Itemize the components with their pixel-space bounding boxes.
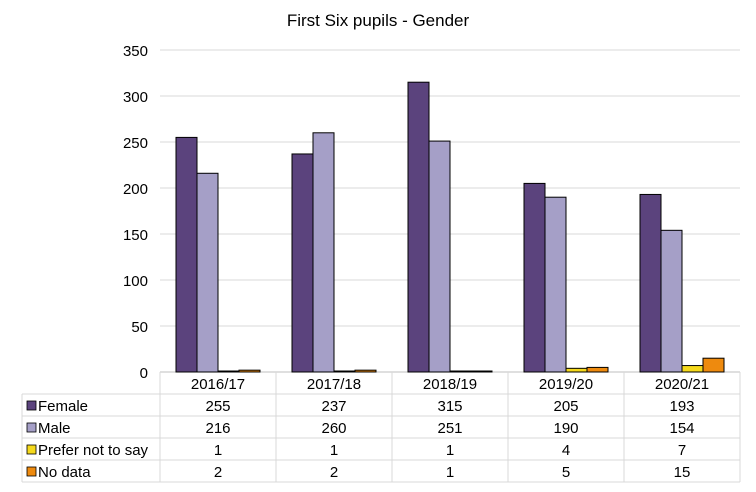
- y-axis: 0 50 100 150 200 250 300 350: [123, 43, 148, 382]
- bar-no-data: [238, 369, 261, 373]
- data-table-value: 1: [214, 442, 222, 459]
- data-table: 2016/17 2017/18 2018/19 2019/20 2020/21 Femal…: [21, 372, 741, 483]
- data-table-value: 7: [678, 442, 686, 459]
- x-tick-label: 2019/20: [539, 376, 593, 393]
- legend-label: Female: [38, 398, 88, 415]
- y-tick-label: 0: [140, 365, 148, 382]
- data-table-value: 251: [437, 420, 462, 437]
- data-table-value: 1: [446, 464, 454, 481]
- data-table-value: 216: [205, 420, 230, 437]
- legend-label: Prefer not to say: [38, 442, 149, 459]
- bar-female: [175, 136, 198, 373]
- y-tick-label: 50: [131, 319, 148, 336]
- data-table-value: 15: [674, 464, 691, 481]
- bars: [175, 81, 725, 373]
- bar-no-data: [586, 366, 609, 373]
- data-table-value: 190: [553, 420, 578, 437]
- legend-swatch: [26, 400, 37, 411]
- bar-prefer-not-to-say: [333, 370, 356, 373]
- data-table-value: 5: [562, 464, 570, 481]
- data-table-value: 1: [330, 442, 338, 459]
- bar-female: [407, 81, 430, 373]
- legend-label: Male: [38, 420, 71, 437]
- bar-female: [639, 193, 662, 373]
- legend-label: No data: [38, 464, 91, 481]
- y-tick-label: 200: [123, 181, 148, 198]
- bar-male: [196, 172, 219, 373]
- data-table-value: 315: [437, 398, 462, 415]
- y-tick-label: 150: [123, 227, 148, 244]
- bar-male: [544, 196, 567, 373]
- data-table-value: 4: [562, 442, 570, 459]
- legend-swatch: [26, 422, 37, 433]
- y-tick-label: 300: [123, 89, 148, 106]
- chart-title: First Six pupils - Gender: [287, 11, 470, 30]
- data-table-value: 237: [321, 398, 346, 415]
- data-table-value: 2: [214, 464, 222, 481]
- bar-female: [291, 153, 314, 373]
- y-tick-label: 350: [123, 43, 148, 60]
- bar-female: [523, 182, 546, 373]
- bar-prefer-not-to-say: [449, 370, 472, 373]
- y-tick-label: 100: [123, 273, 148, 290]
- data-table-value: 1: [446, 442, 454, 459]
- x-tick-label: 2018/19: [423, 376, 477, 393]
- bar-male: [428, 140, 451, 373]
- data-table-value: 205: [553, 398, 578, 415]
- data-table-value: 255: [205, 398, 230, 415]
- bar-no-data: [354, 369, 377, 373]
- data-table-value: 2: [330, 464, 338, 481]
- legend-swatch: [26, 466, 37, 477]
- y-tick-label: 250: [123, 135, 148, 152]
- bar-male: [660, 229, 683, 373]
- x-tick-label: 2017/18: [307, 376, 361, 393]
- data-table-value: 154: [669, 420, 694, 437]
- data-table-value: 193: [669, 398, 694, 415]
- data-table-value: 260: [321, 420, 346, 437]
- bar-prefer-not-to-say: [217, 370, 240, 373]
- legend-swatch: [26, 444, 37, 455]
- bar-no-data: [470, 370, 493, 373]
- bar-no-data: [702, 357, 725, 373]
- bar-prefer-not-to-say: [681, 365, 704, 373]
- bar-male: [312, 132, 335, 373]
- bar-prefer-not-to-say: [565, 367, 588, 373]
- x-tick-label: 2016/17: [191, 376, 245, 393]
- x-tick-label: 2020/21: [655, 376, 709, 393]
